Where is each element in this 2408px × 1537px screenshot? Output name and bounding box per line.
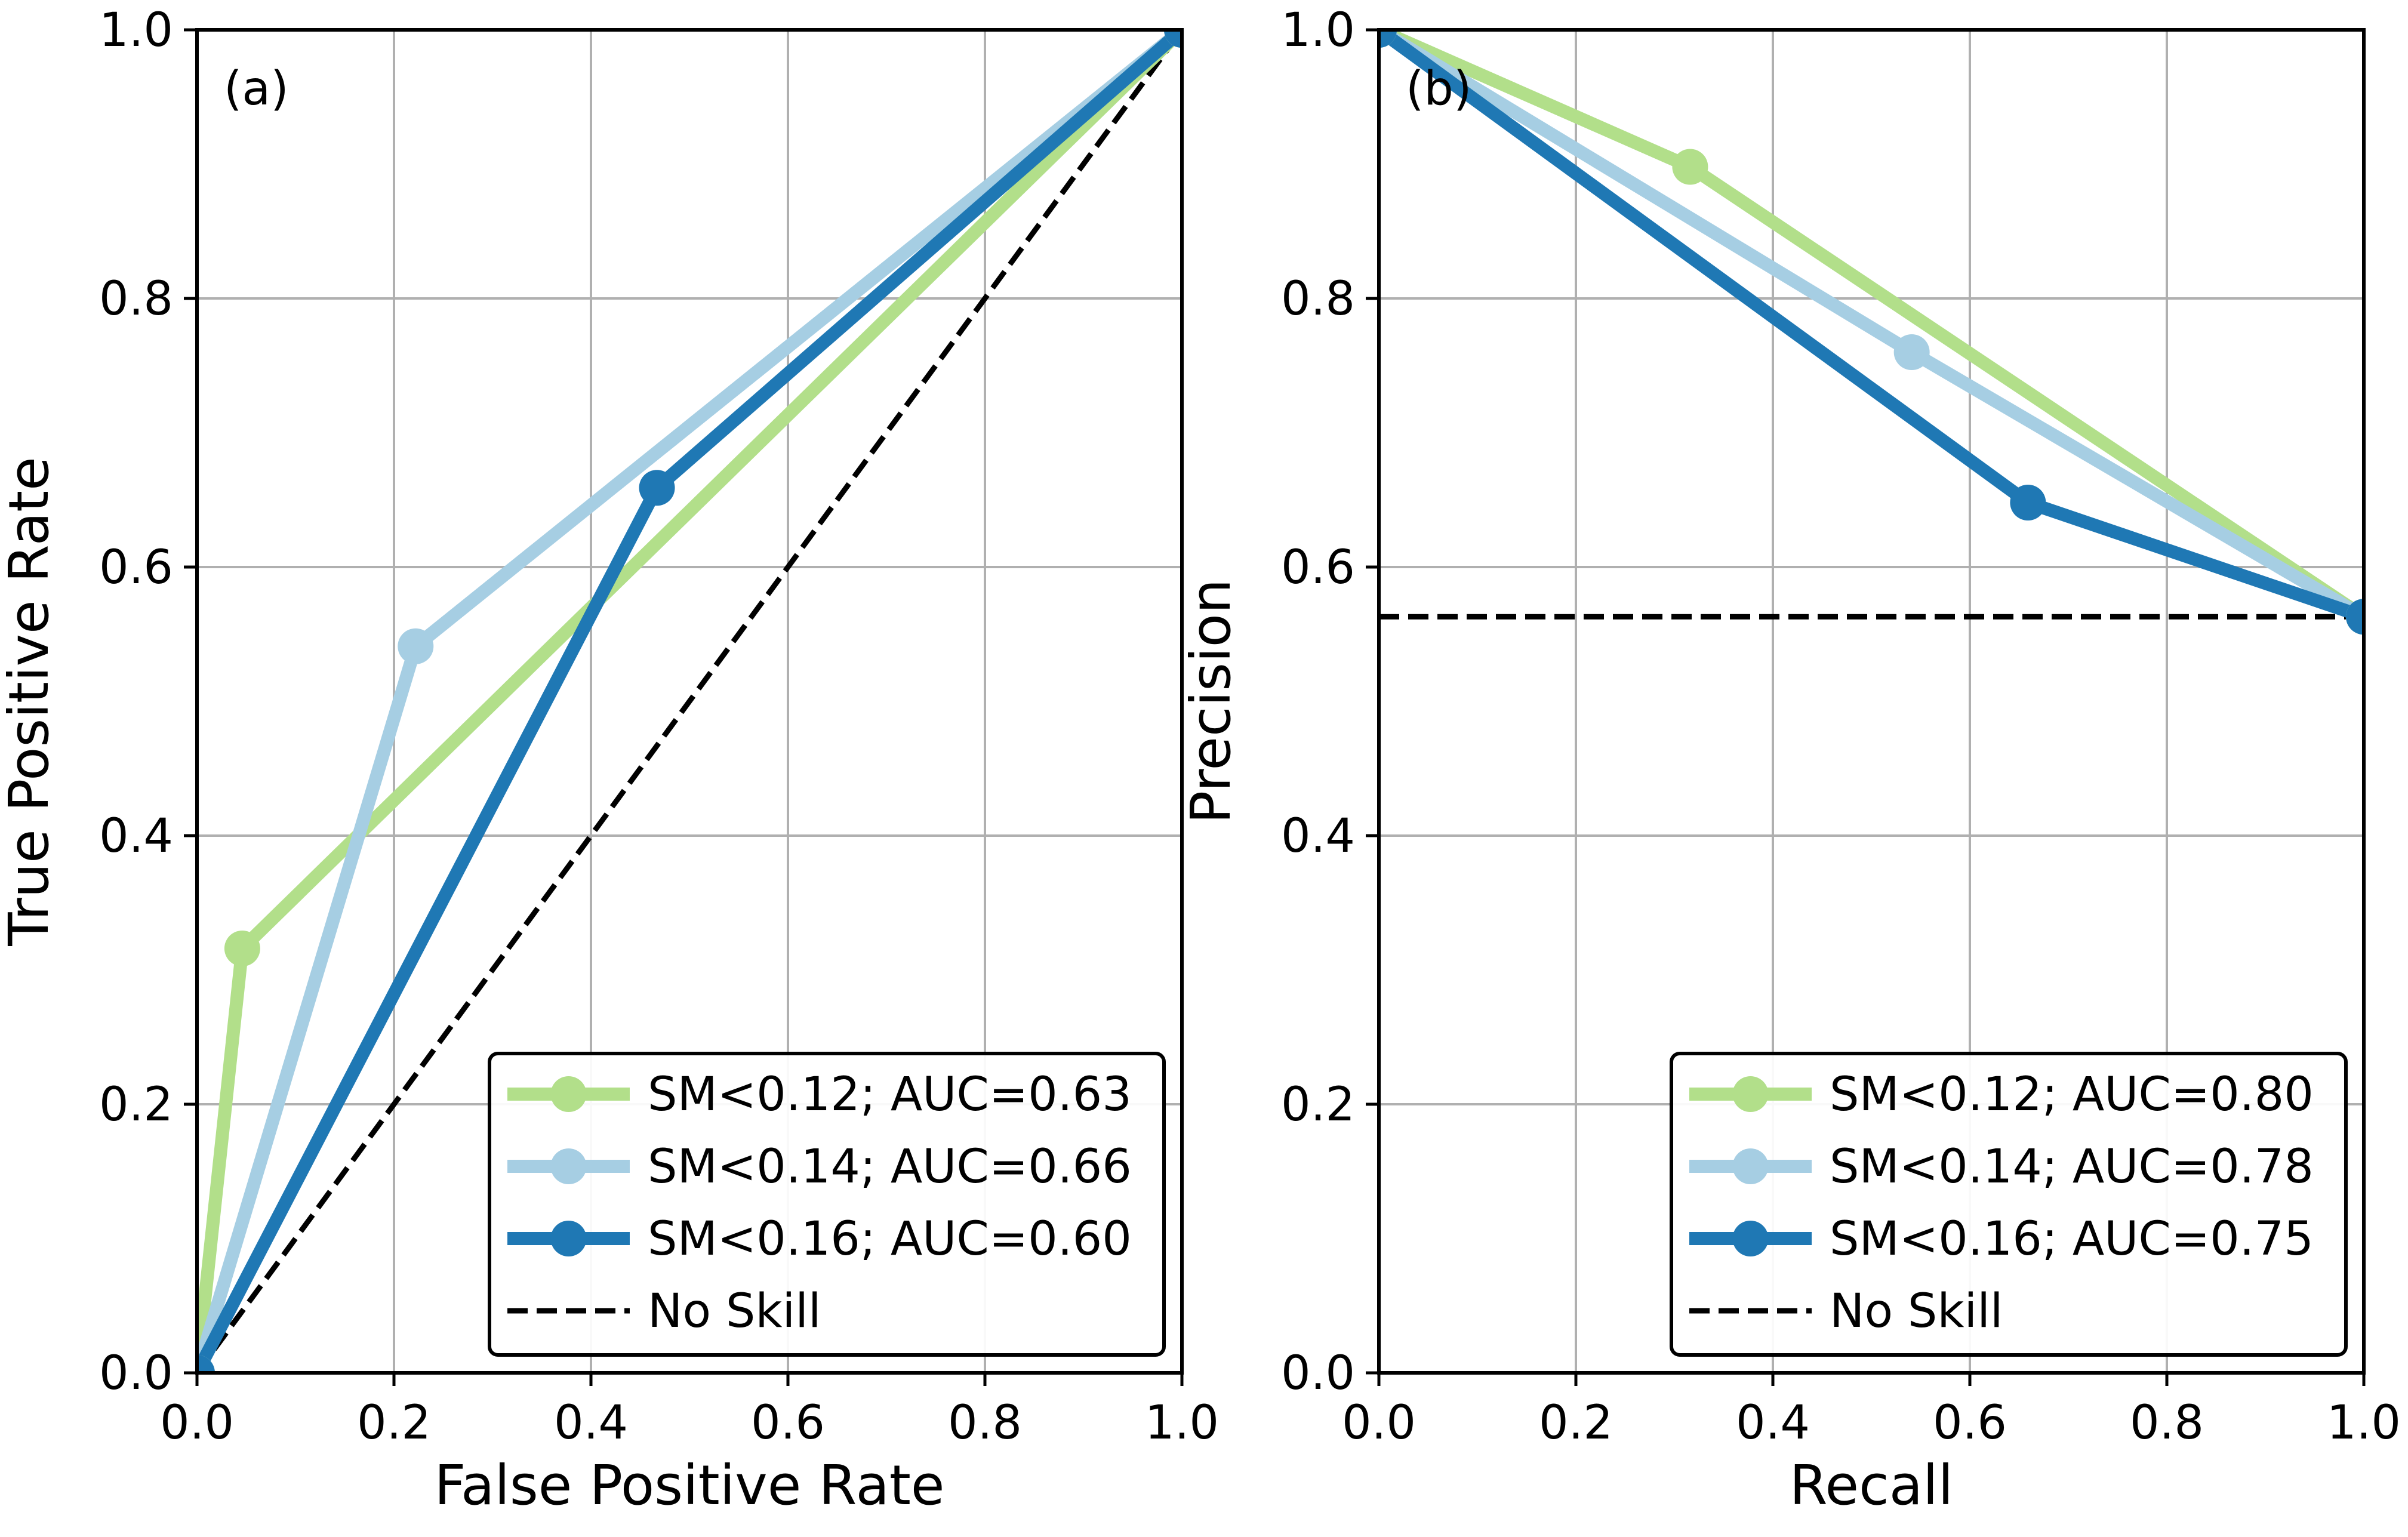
y-axis-label: True Positive Rate xyxy=(0,457,61,947)
x-axis-label: False Positive Rate xyxy=(434,1453,944,1517)
panel-label: (a) xyxy=(224,62,289,116)
legend-entry-label: SM<0.14; AUC=0.78 xyxy=(1830,1140,2314,1194)
series-group xyxy=(197,30,1182,1373)
x-tick-label: 0.2 xyxy=(1539,1396,1613,1450)
legend-swatch-marker xyxy=(1732,1221,1769,1256)
data-point xyxy=(197,1355,215,1373)
x-tick-label: 1.0 xyxy=(1145,1396,1219,1450)
series-line xyxy=(1379,30,2364,624)
x-axis-label: Recall xyxy=(1790,1453,1953,1517)
legend-entry-label: No Skill xyxy=(1830,1285,2003,1338)
legend-entry-label: SM<0.16; AUC=0.75 xyxy=(1830,1212,2314,1266)
x-tick-label: 0.6 xyxy=(1933,1396,2007,1450)
legend-swatch-marker xyxy=(550,1221,587,1256)
data-point xyxy=(1672,149,1708,185)
x-tick-label: 0.8 xyxy=(2130,1396,2204,1450)
x-tick-label: 0.0 xyxy=(160,1396,234,1450)
y-tick-label: 0.6 xyxy=(99,541,173,595)
legend-entry-label: SM<0.16; AUC=0.60 xyxy=(648,1212,1132,1266)
data-point xyxy=(398,628,434,664)
x-tick-label: 0.4 xyxy=(1736,1396,1810,1450)
axes-frame xyxy=(1377,28,2366,1375)
y-tick-label: 0.0 xyxy=(99,1347,173,1400)
data-point xyxy=(639,470,675,506)
legend-entry-label: No Skill xyxy=(648,1285,821,1338)
panel-label: (b) xyxy=(1406,62,1471,116)
panel-a: 0.0 0.2 0.4 0.6 0.8 1.0 0.0 0.2 0.4 0.6 0.8 1.0 Fals… xyxy=(0,4,1219,1517)
x-tick-label: 0.6 xyxy=(751,1396,825,1450)
y-tick-label: 1.0 xyxy=(99,4,173,57)
data-point xyxy=(1893,334,1930,370)
y-tick-label: 1.0 xyxy=(1281,4,1355,57)
series-group xyxy=(1379,30,2364,635)
x-tick-label: 0.2 xyxy=(357,1396,431,1450)
legend-swatch-marker xyxy=(1732,1076,1769,1112)
data-point xyxy=(2346,599,2364,635)
data-point xyxy=(2010,485,2046,520)
legend-swatch-marker xyxy=(550,1076,587,1112)
x-tick-label: 1.0 xyxy=(2327,1396,2401,1450)
legend-swatch-marker xyxy=(1732,1148,1769,1184)
legend-entry-label: SM<0.12; AUC=0.63 xyxy=(648,1068,1132,1122)
legend-entry-label: SM<0.12; AUC=0.80 xyxy=(1830,1068,2314,1122)
y-tick-label: 0.4 xyxy=(99,809,173,863)
legend-box xyxy=(488,1052,1166,1357)
y-tick-label: 0.8 xyxy=(1281,272,1355,326)
legend-entry-label: SM<0.14; AUC=0.66 xyxy=(648,1140,1132,1194)
legend-box xyxy=(1670,1052,2348,1357)
x-tick-label: 0.0 xyxy=(1342,1396,1416,1450)
data-point xyxy=(1164,30,1182,48)
y-tick-label: 0.2 xyxy=(99,1078,173,1132)
data-point xyxy=(224,931,260,966)
x-tick-label: 0.4 xyxy=(554,1396,628,1450)
x-tick-label: 0.8 xyxy=(948,1396,1022,1450)
y-tick-label: 0.6 xyxy=(1281,541,1355,595)
legend: SM<0.12; AUC=0.80 SM<0.14; AUC=0.78 SM<0.1… xyxy=(1670,1052,2348,1357)
axes-frame xyxy=(195,28,1184,1375)
y-tick-label: 0.0 xyxy=(1281,1347,1355,1400)
y-tick-label: 0.2 xyxy=(1281,1078,1355,1132)
y-tick-label: 0.4 xyxy=(1281,809,1355,863)
data-point xyxy=(1379,30,1397,48)
panel-b: 0.0 0.2 0.4 0.6 0.8 1.0 0.0 0.2 0.4 0.6 0.8 1.0 Reca… xyxy=(1179,4,2401,1517)
y-tick-label: 0.8 xyxy=(99,272,173,326)
y-axis-label: Precision xyxy=(1179,579,1243,824)
legend: SM<0.12; AUC=0.63 SM<0.14; AUC=0.66 SM<0.1… xyxy=(488,1052,1166,1357)
series-line xyxy=(197,30,1182,1373)
legend-swatch-marker xyxy=(550,1148,587,1184)
